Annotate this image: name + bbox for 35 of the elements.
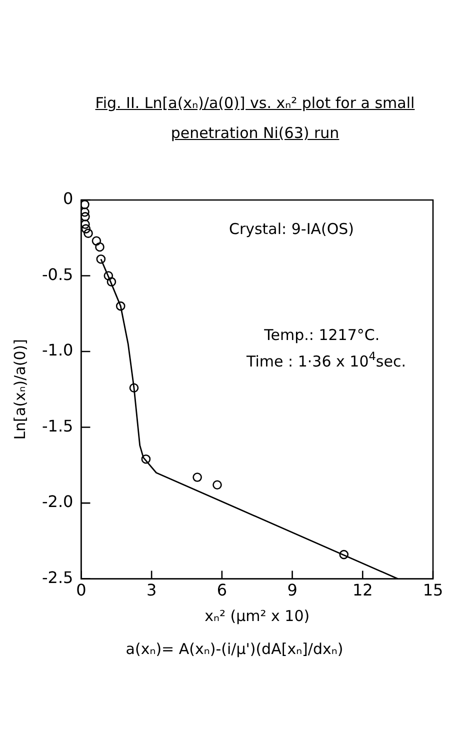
- x-tick-label: 15: [422, 580, 444, 600]
- y-tick-label: -1.0: [42, 340, 74, 360]
- x-tick-label: 3: [146, 580, 157, 600]
- point: [212, 480, 222, 490]
- point: [96, 254, 106, 264]
- annotation: Temp.: 1217°C.: [263, 326, 380, 344]
- point: [81, 212, 90, 222]
- chart-title: Fig. II. Ln[a(xₙ)/a(0)] vs. xₙ² plot for a small penetration Ni(63) run: [94, 93, 416, 144]
- point: [92, 236, 102, 246]
- point: [81, 207, 90, 217]
- point: [81, 224, 91, 234]
- text: a(xₙ)= A(xₙ)-(i/μ')(dA[xₙ]/dxₙ): [124, 640, 344, 658]
- y-tick-label: -2.0: [42, 492, 74, 512]
- y-tick-label: -1.5: [42, 416, 74, 436]
- point: [81, 200, 90, 210]
- point: [95, 242, 104, 252]
- x-tick-label: 6: [216, 580, 228, 600]
- point: [106, 277, 116, 286]
- point: [192, 472, 202, 482]
- point: [141, 454, 151, 464]
- x-tick-label: 0: [76, 580, 86, 600]
- y-tick-label: -2.5: [42, 568, 74, 587]
- point: [81, 220, 90, 229]
- annotation: Crystal: 9-IA(OS): [228, 220, 354, 238]
- point: [84, 228, 93, 238]
- point: [129, 383, 139, 393]
- x-tick-label: 12: [352, 580, 373, 600]
- y-tick-label: -0.5: [42, 264, 74, 284]
- x-tick-label: 9: [287, 580, 298, 600]
- y-axis-title: Ln[a(xₙ)/a(0)]: [10, 338, 29, 440]
- point: [104, 271, 114, 280]
- y-tick-label: 0: [63, 189, 74, 208]
- point: [339, 550, 349, 560]
- x-axis-title: xₙ² (μm² x 10): [204, 606, 310, 625]
- point: [116, 301, 126, 311]
